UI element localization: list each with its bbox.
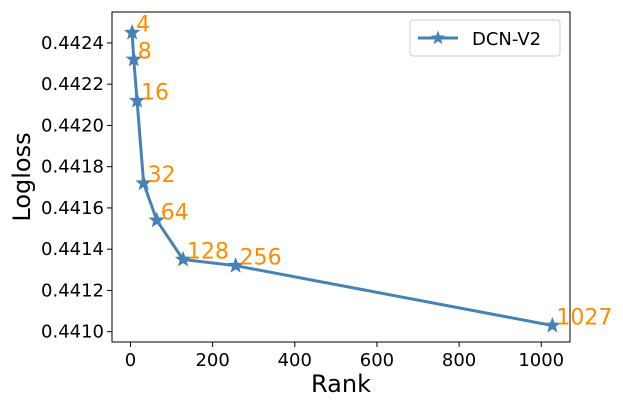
y-tick-label: 0.4416 (41, 198, 104, 219)
data-point-star (125, 50, 142, 67)
series-layer: 48 16 32 64 128 256 1027 (123, 13, 612, 333)
y-tick-label: 0.4424 (41, 33, 104, 54)
legend-label-dcn-v2: DCN-V2 (472, 29, 541, 50)
data-point-label: 4 (136, 13, 150, 38)
y-tick-label: 0.4422 (41, 74, 104, 95)
data-point-star (227, 257, 244, 273)
data-point-star (135, 174, 152, 191)
x-axis-ticks: 0 200 400 600 800 1000 (125, 342, 564, 371)
data-point-label: 32 (148, 163, 176, 188)
legend-box (409, 19, 561, 57)
y-axis-ticks: 0.4410 0.4412 0.4414 0.4416 0.4418 0.4420 0.44… (41, 33, 112, 343)
data-point-label: 128 (187, 240, 229, 265)
series-line-dcn-v2 (130, 32, 553, 327)
x-axis-label: Rank (311, 370, 371, 398)
x-tick-label: 200 (195, 350, 229, 371)
x-tick-label: 600 (360, 350, 394, 371)
data-point-star (148, 211, 165, 228)
legend-star-icon (430, 30, 446, 45)
y-tick-label: 0.4420 (41, 115, 104, 136)
y-tick-label: 0.4418 (41, 157, 104, 178)
legend: DCN-V2 (409, 19, 561, 57)
data-point-label: 16 (141, 81, 169, 106)
y-tick-label: 0.4412 (41, 280, 104, 301)
data-point-star (123, 23, 141, 40)
y-axis-label: Logloss (8, 132, 36, 221)
data-point-star (128, 92, 146, 108)
data-point-star (544, 316, 561, 333)
x-tick-label: 400 (278, 350, 312, 371)
plot-area (111, 11, 571, 343)
x-tick-label: 0 (125, 350, 136, 371)
data-point-star (174, 250, 192, 267)
x-tick-label: 1000 (518, 350, 564, 371)
y-tick-label: 0.4414 (41, 239, 104, 260)
y-tick-label: 0.4410 (41, 322, 104, 343)
data-point-label: 256 (240, 246, 282, 271)
data-point-label: 8 (138, 39, 152, 64)
x-tick-label: 800 (442, 350, 476, 371)
data-point-label: 64 (161, 200, 189, 225)
data-point-label: 1027 (556, 306, 612, 331)
